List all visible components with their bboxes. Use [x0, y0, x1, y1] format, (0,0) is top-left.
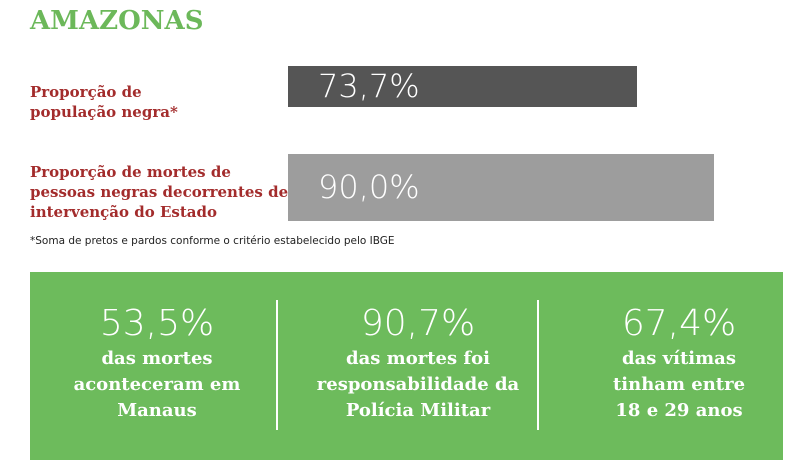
footnote: *Soma de pretos e pardos conforme o crit… [30, 235, 395, 247]
highlight-figure: 90,7% [360, 303, 476, 344]
bar [288, 154, 714, 221]
highlight: 90,7% das mortes foi responsabilidade da … [293, 302, 543, 424]
highlight-figure: 53,5% [99, 303, 215, 344]
highlight-figure: 67,4% [621, 303, 737, 344]
bar [288, 66, 637, 107]
title: AMAZONAS [30, 6, 204, 36]
category-label: Proporção de mortes de pessoas negras de… [30, 163, 289, 221]
highlight: 67,4% das vítimas tinham entre 18 e 29 an… [554, 302, 804, 424]
highlight: 53,5% das mortes aconteceram em Manaus [32, 302, 282, 424]
highlight-text: das vítimas tinham entre 18 e 29 anos [612, 348, 746, 421]
value-label: 73,7% [318, 67, 420, 105]
highlights-panel: 53,5% das mortes aconteceram em Manaus 90,… [30, 272, 783, 460]
highlight-text: das mortes foi responsabilidade da Políc… [316, 348, 520, 421]
divider [276, 300, 278, 430]
value-label: 90,0% [318, 168, 420, 206]
highlight-text: das mortes aconteceram em Manaus [73, 348, 241, 421]
category-label: Proporção de população negra* [30, 83, 178, 121]
divider [537, 300, 539, 430]
